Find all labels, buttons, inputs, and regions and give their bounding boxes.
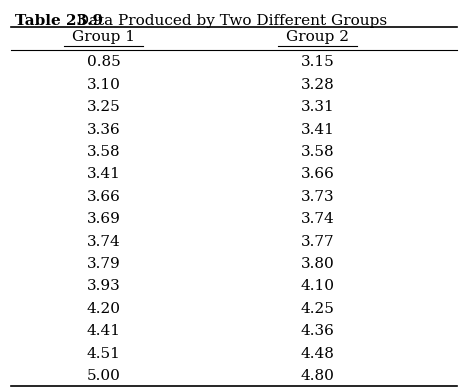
Text: 4.41: 4.41 <box>87 324 121 338</box>
Text: 3.41: 3.41 <box>87 167 121 181</box>
Text: Group 1: Group 1 <box>72 30 135 44</box>
Text: 3.58: 3.58 <box>300 145 334 159</box>
Text: Group 2: Group 2 <box>286 30 349 44</box>
Text: 4.51: 4.51 <box>87 346 121 361</box>
Text: Data Produced by Two Different Groups: Data Produced by Two Different Groups <box>67 14 387 28</box>
Text: 3.15: 3.15 <box>300 56 334 69</box>
Text: 5.00: 5.00 <box>87 369 121 383</box>
Text: 3.28: 3.28 <box>300 78 334 92</box>
Text: 4.48: 4.48 <box>300 346 334 361</box>
Text: 3.79: 3.79 <box>87 257 121 271</box>
Text: 3.36: 3.36 <box>87 122 121 136</box>
Text: 3.74: 3.74 <box>87 235 121 249</box>
Text: 3.80: 3.80 <box>300 257 334 271</box>
Text: 4.36: 4.36 <box>300 324 334 338</box>
Text: 3.69: 3.69 <box>87 212 121 226</box>
Text: 4.20: 4.20 <box>87 302 121 316</box>
Text: 0.85: 0.85 <box>87 56 121 69</box>
Text: 3.25: 3.25 <box>87 100 121 114</box>
Text: 3.77: 3.77 <box>300 235 334 249</box>
Text: 3.66: 3.66 <box>87 190 121 204</box>
Text: 3.31: 3.31 <box>300 100 334 114</box>
Text: 4.10: 4.10 <box>300 280 334 293</box>
Text: 4.25: 4.25 <box>300 302 334 316</box>
Text: 3.73: 3.73 <box>300 190 334 204</box>
Text: Table 23.9: Table 23.9 <box>15 14 104 28</box>
Text: 3.58: 3.58 <box>87 145 121 159</box>
Text: 3.93: 3.93 <box>87 280 121 293</box>
Text: 3.74: 3.74 <box>300 212 334 226</box>
Text: 3.10: 3.10 <box>87 78 121 92</box>
Text: 3.41: 3.41 <box>300 122 334 136</box>
Text: 4.80: 4.80 <box>300 369 334 383</box>
Text: 3.66: 3.66 <box>300 167 334 181</box>
